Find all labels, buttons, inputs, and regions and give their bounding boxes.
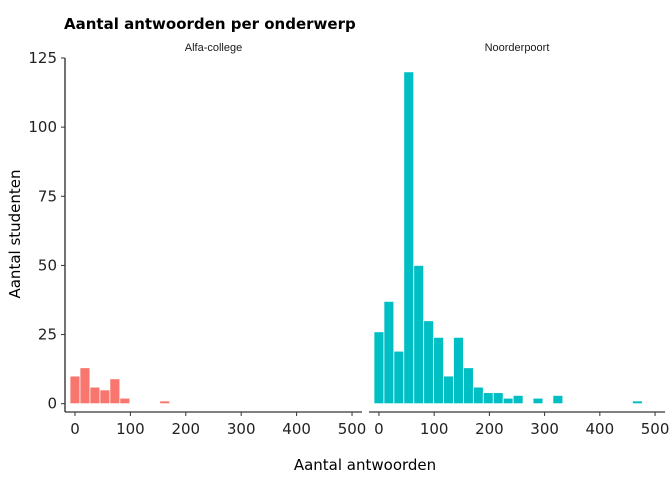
histogram-bar: [463, 367, 474, 405]
facet-strip-label: Alfa-college: [185, 42, 242, 54]
histogram-bar: [423, 320, 435, 405]
chart-title: Aantal antwoorden per onderwerp: [64, 15, 356, 33]
histogram-bar: [89, 386, 101, 405]
y-axis-title: Aantal studenten: [6, 169, 24, 298]
histogram-bar: [99, 389, 111, 405]
histogram-bar: [532, 397, 544, 405]
facet-panels: Alfa-college 0 100 200 300 400 500 0 25 50 75 100 12…: [28, 42, 669, 438]
x-tick-label: 0: [374, 420, 384, 438]
x-tick-label: 0: [70, 420, 80, 438]
histogram-bar: [109, 378, 121, 405]
y-tick-label: 50: [38, 256, 57, 274]
histogram-bar: [443, 375, 454, 405]
x-tick-label: 300: [530, 420, 559, 438]
x-tick-label: 200: [171, 420, 200, 438]
facet-panel: Noorderpoort 0 100 200 300 400 500: [369, 42, 669, 438]
histogram-bar: [552, 395, 564, 405]
histogram-bar: [79, 367, 91, 405]
histogram-bar: [373, 331, 385, 405]
x-tick-label: 200: [475, 420, 504, 438]
y-tick-label: 125: [28, 49, 57, 67]
y-tick-label: 25: [38, 326, 57, 344]
histogram-bar: [159, 400, 171, 405]
x-tick-label: 400: [586, 420, 615, 438]
histogram-bar: [512, 395, 524, 405]
y-tick-label: 75: [38, 187, 57, 205]
x-tick-label: 300: [227, 420, 256, 438]
x-tick-label: 500: [338, 420, 367, 438]
x-tick-label: 100: [116, 420, 145, 438]
histogram-bar: [393, 350, 405, 405]
histogram-bar: [433, 336, 444, 405]
histogram-bar: [119, 397, 131, 405]
y-tick-label: 100: [28, 118, 57, 136]
histogram-bar: [69, 375, 81, 405]
x-axis-title: Aantal antwoorden: [294, 456, 436, 474]
histogram-bar: [632, 400, 643, 405]
x-tick-label: 100: [420, 420, 449, 438]
histogram-bar: [482, 392, 494, 405]
histogram-bar: [413, 265, 425, 405]
histogram-bar: [492, 392, 504, 405]
y-tick-label: 0: [47, 395, 57, 413]
histogram-bar: [403, 71, 415, 405]
histogram-bar: [502, 397, 514, 405]
histogram-bar: [383, 300, 395, 405]
histogram-bar: [472, 386, 484, 405]
x-tick-label: 500: [641, 420, 670, 438]
histogram-bar: [453, 336, 464, 405]
x-tick-label: 400: [282, 420, 311, 438]
facet-strip-label: Noorderpoort: [485, 42, 550, 54]
facet-panel: Alfa-college 0 100 200 300 400 500 0 25 50 75 100 12…: [28, 42, 366, 438]
